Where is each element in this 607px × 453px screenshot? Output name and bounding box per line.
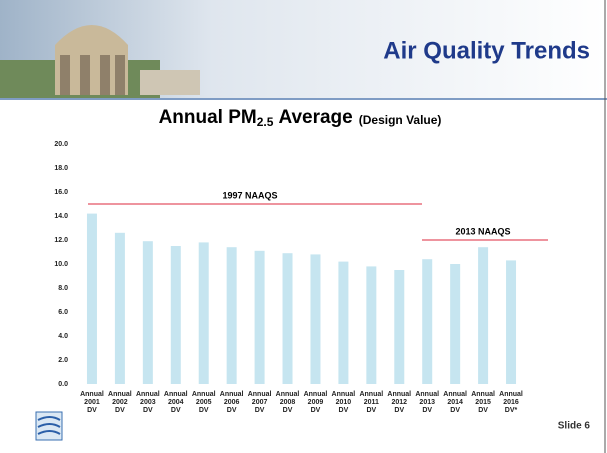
y-tick-label: 20.0 [54,141,68,148]
x-tick-label: Annual [443,391,467,398]
x-tick-label: Annual [387,391,411,398]
bar [394,270,404,384]
x-tick-label: 2014 [447,399,463,406]
y-tick-label: 0.0 [58,381,68,388]
y-tick-label: 14.0 [54,213,68,220]
x-tick-label: DV* [505,407,518,414]
bar [506,260,516,384]
plot: 0.0 2.0 4.0 6.0 8.0 10.0 12.0 14.0 16.0 18.0 20.0 A… [54,141,548,414]
x-tick-label: 2004 [168,399,184,406]
y-tick-label: 4.0 [58,333,68,340]
slide: Air Quality Trends Annual PM2.5Average(D… [0,0,607,453]
x-tick-label: 2009 [308,399,324,406]
bar [255,251,265,384]
bar [171,246,181,384]
x-tick-label: Annual [248,391,272,398]
x-tick-label: Annual [471,391,495,398]
x-tick-label: Annual [108,391,132,398]
x-tick-label: Annual [80,391,104,398]
logo [36,412,62,440]
slide-number: Slide 6 [558,421,591,432]
x-tick-label: Annual [276,391,300,398]
bar [199,242,209,384]
reference-label: 1997 NAAQS [222,190,277,200]
x-tick-label: Annual [499,391,523,398]
x-tick-label: 2008 [280,399,296,406]
x-tick-label: 2010 [336,399,352,406]
bar [338,262,348,384]
x-tick-label: DV [311,407,321,414]
y-tick-label: 18.0 [54,165,68,172]
x-tick-label: DV [255,407,265,414]
bar [310,254,320,384]
x-tick-label: 2006 [224,399,240,406]
x-tick-label: DV [227,407,237,414]
bar [87,214,97,384]
x-tick-label: DV [171,407,181,414]
x-tick-label: DV [199,407,209,414]
reference-label: 2013 NAAQS [455,226,510,236]
x-tick-label: DV [450,407,460,414]
bar [478,247,488,384]
x-tick-label: 2007 [252,399,268,406]
y-tick-label: 10.0 [54,261,68,268]
y-tick-label: 16.0 [54,189,68,196]
x-tick-label: DV [283,407,293,414]
x-tick-label: Annual [164,391,188,398]
y-tick-label: 6.0 [58,309,68,316]
slide-title: Air Quality Trends [383,37,590,64]
x-tick-label: Annual [415,391,439,398]
bar [366,266,376,384]
x-tick-label: 2016 [503,399,519,406]
y-tick-label: 2.0 [58,357,68,364]
x-tick-label: 2013 [419,399,435,406]
x-tick-label: 2002 [112,399,128,406]
x-tick-label: 2011 [364,399,379,406]
x-tick-label: 2001 [84,399,100,406]
x-tick-label: Annual [136,391,160,398]
x-tick-label: DV [339,407,349,414]
x-tick-label: DV [478,407,488,414]
x-tick-label: 2003 [140,399,156,406]
x-tick-label: DV [366,407,376,414]
y-tick-label: 12.0 [54,237,68,244]
bar [283,253,293,384]
x-tick-label: DV [115,407,125,414]
x-tick-label: DV [394,407,404,414]
bar [450,264,460,384]
x-tick-label: 2012 [391,399,407,406]
bar [115,233,125,384]
bar [143,241,153,384]
y-tick-label: 8.0 [58,285,68,292]
bar [422,259,432,384]
x-tick-label: Annual [192,391,216,398]
x-tick-label: Annual [304,391,328,398]
x-tick-label: 2005 [196,399,212,406]
x-tick-label: DV [87,407,97,414]
x-tick-label: Annual [220,391,244,398]
x-tick-label: DV [143,407,153,414]
x-tick-label: DV [422,407,432,414]
x-tick-label: 2015 [475,399,491,406]
x-tick-label: Annual [332,391,356,398]
x-tick-label: Annual [359,391,383,398]
bar [227,247,237,384]
